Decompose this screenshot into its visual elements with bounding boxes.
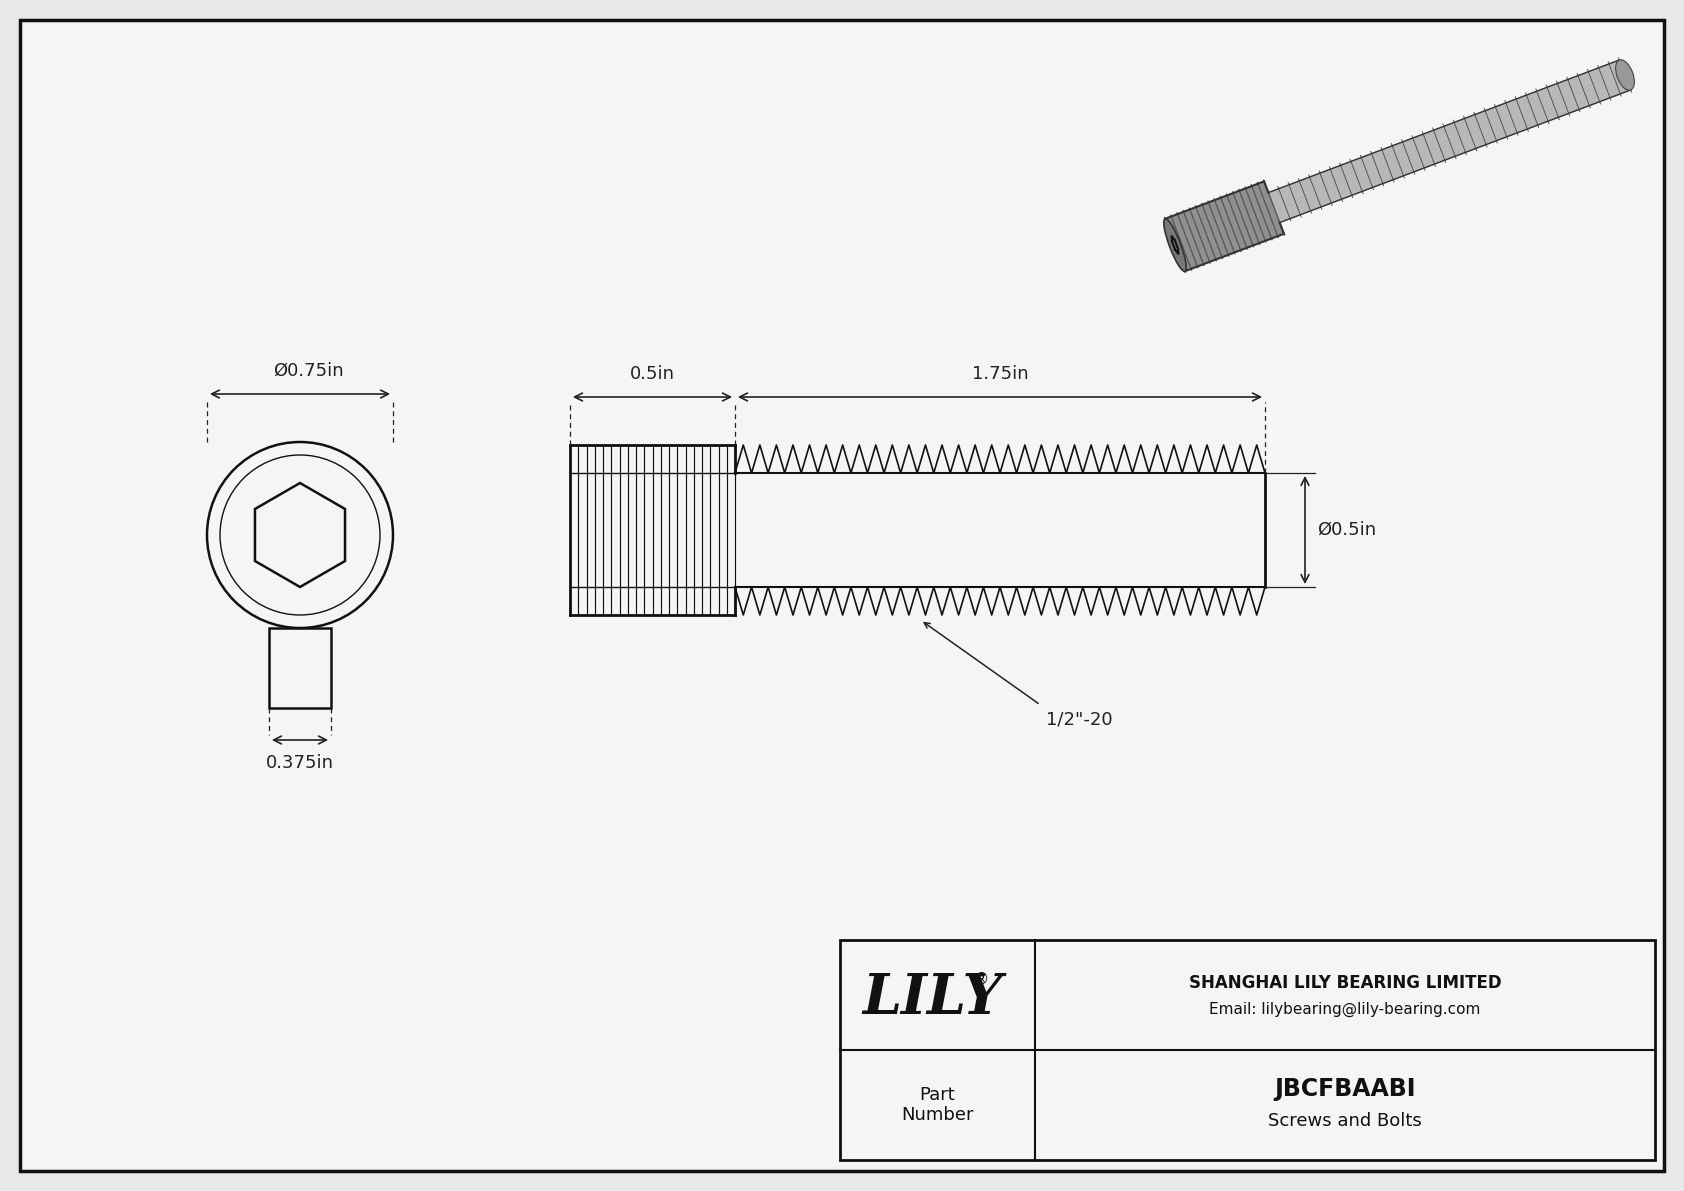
Text: Screws and Bolts: Screws and Bolts bbox=[1268, 1112, 1421, 1130]
Text: LILY: LILY bbox=[862, 972, 1002, 1027]
Polygon shape bbox=[1165, 181, 1283, 272]
Ellipse shape bbox=[1615, 60, 1635, 91]
Text: JBCFBAABI: JBCFBAABI bbox=[1275, 1077, 1416, 1100]
Text: Ø0.5in: Ø0.5in bbox=[1317, 520, 1376, 540]
Bar bbox=[840, 940, 1655, 1160]
Text: Part
Number: Part Number bbox=[901, 1086, 973, 1124]
Text: Ø0.75in: Ø0.75in bbox=[273, 362, 344, 380]
Bar bbox=[269, 628, 332, 707]
Text: 1.75in: 1.75in bbox=[972, 364, 1029, 384]
Text: 0.5in: 0.5in bbox=[630, 364, 675, 384]
Text: Email: lilybearing@lily-bearing.com: Email: lilybearing@lily-bearing.com bbox=[1209, 1002, 1480, 1017]
Text: 1/2"-20: 1/2"-20 bbox=[1046, 710, 1111, 728]
Text: ®: ® bbox=[973, 972, 989, 986]
Ellipse shape bbox=[1164, 219, 1186, 272]
Polygon shape bbox=[1268, 60, 1630, 223]
Text: SHANGHAI LILY BEARING LIMITED: SHANGHAI LILY BEARING LIMITED bbox=[1189, 974, 1502, 992]
Text: 0.375in: 0.375in bbox=[266, 754, 333, 772]
